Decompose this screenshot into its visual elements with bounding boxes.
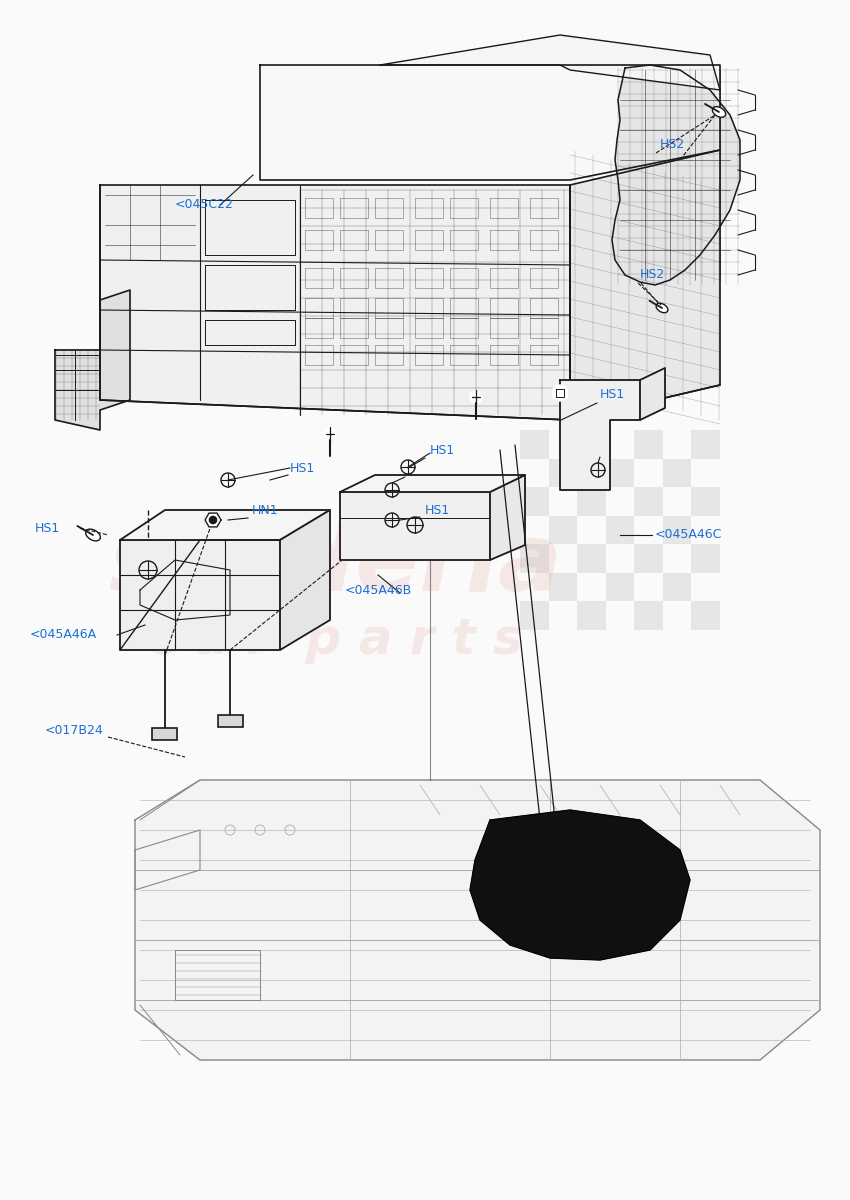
- Polygon shape: [100, 185, 570, 420]
- Text: HN1: HN1: [252, 504, 279, 516]
- Text: c a r  p a r t s: c a r p a r t s: [148, 616, 523, 664]
- Polygon shape: [260, 65, 720, 180]
- Text: HS1: HS1: [290, 462, 315, 474]
- Bar: [663, 458, 691, 487]
- Bar: [577, 601, 606, 630]
- Text: HS2: HS2: [660, 138, 685, 151]
- Text: scuderia: scuderia: [108, 518, 562, 611]
- Bar: [663, 572, 691, 601]
- Bar: [691, 487, 720, 516]
- Bar: [634, 430, 663, 458]
- Polygon shape: [340, 492, 490, 560]
- Text: HS1: HS1: [430, 444, 456, 456]
- Bar: [548, 516, 577, 545]
- Text: <017B24: <017B24: [45, 724, 104, 737]
- Polygon shape: [55, 290, 130, 430]
- Text: HS1: HS1: [600, 389, 626, 402]
- Bar: [520, 430, 548, 458]
- Bar: [577, 487, 606, 516]
- Polygon shape: [280, 510, 330, 650]
- Polygon shape: [570, 150, 720, 420]
- Bar: [548, 572, 577, 601]
- Polygon shape: [205, 514, 221, 527]
- Circle shape: [470, 391, 482, 403]
- Text: HS2: HS2: [640, 269, 666, 282]
- Polygon shape: [490, 475, 525, 560]
- Bar: [577, 430, 606, 458]
- Ellipse shape: [656, 304, 668, 313]
- Polygon shape: [640, 368, 665, 420]
- FancyBboxPatch shape: [152, 728, 177, 740]
- Text: <045A46A: <045A46A: [30, 629, 97, 642]
- Bar: [606, 572, 634, 601]
- Ellipse shape: [712, 107, 726, 118]
- Bar: [634, 545, 663, 572]
- Polygon shape: [340, 475, 525, 492]
- Bar: [691, 430, 720, 458]
- Text: <045C22: <045C22: [175, 198, 234, 211]
- Bar: [548, 458, 577, 487]
- Text: <045A46C: <045A46C: [655, 528, 722, 541]
- Bar: [577, 545, 606, 572]
- Bar: [691, 545, 720, 572]
- Bar: [634, 487, 663, 516]
- Text: HS1: HS1: [425, 504, 450, 516]
- Polygon shape: [120, 510, 330, 540]
- Polygon shape: [135, 780, 820, 1060]
- Bar: [606, 458, 634, 487]
- Ellipse shape: [86, 529, 100, 541]
- Circle shape: [209, 516, 217, 523]
- Bar: [520, 601, 548, 630]
- Circle shape: [552, 385, 568, 401]
- Polygon shape: [560, 380, 640, 490]
- Polygon shape: [470, 810, 690, 960]
- Bar: [520, 487, 548, 516]
- FancyBboxPatch shape: [218, 715, 243, 727]
- Bar: [606, 516, 634, 545]
- Polygon shape: [612, 65, 740, 284]
- Bar: [634, 601, 663, 630]
- Polygon shape: [120, 540, 280, 650]
- Bar: [663, 516, 691, 545]
- Circle shape: [324, 428, 336, 440]
- Text: HS1: HS1: [35, 522, 60, 534]
- Polygon shape: [380, 35, 720, 90]
- Text: <045A46B: <045A46B: [345, 583, 412, 596]
- Bar: [520, 545, 548, 572]
- Bar: [691, 601, 720, 630]
